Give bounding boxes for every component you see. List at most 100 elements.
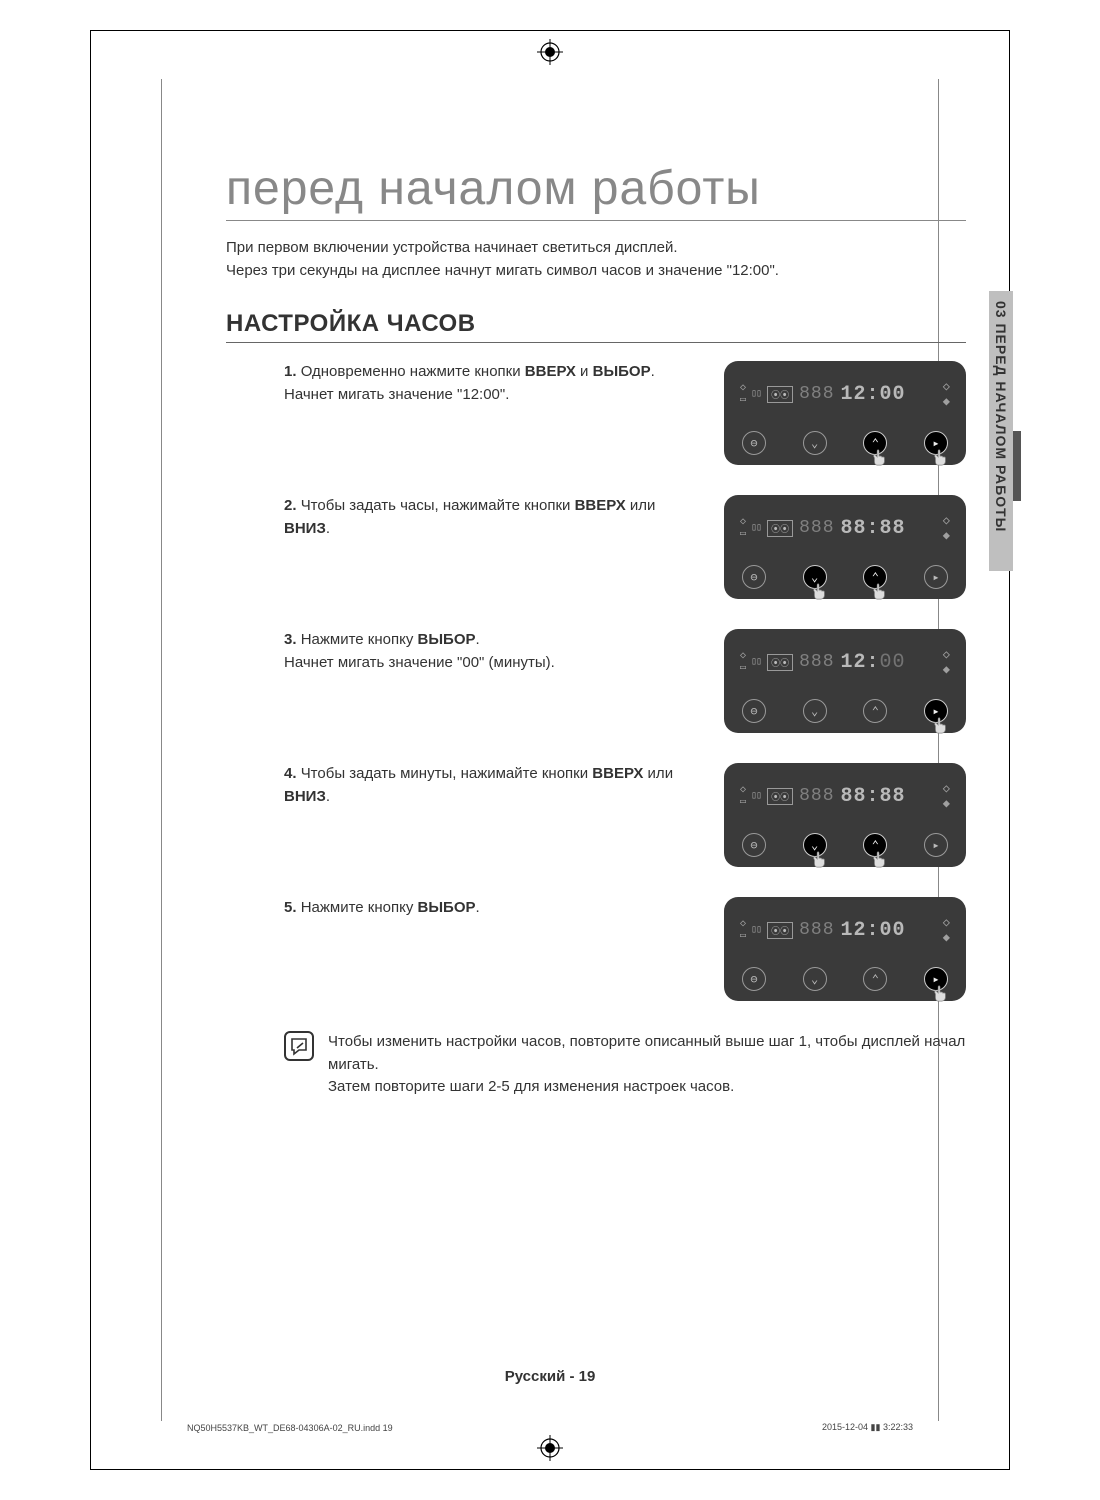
lcd-display: ◇▭▯▯⦿⦿88888:88◇◆	[740, 513, 950, 543]
lcd-mode-box: ⦿⦿	[767, 654, 793, 671]
intro-text: При первом включении устройства начинает…	[226, 237, 966, 282]
panel-button: ⌃	[863, 967, 887, 991]
lcd-display: ◇▭▯▯⦿⦿88812:00◇◆	[740, 915, 950, 945]
hand-pointer-icon	[870, 448, 888, 466]
note-line-2: Затем повторите шаги 2-5 для изменения н…	[328, 1078, 734, 1095]
step-row: 3. Нажмите кнопку ВЫБОР.Начнет мигать зн…	[284, 629, 966, 733]
step-text-fragment: Чтобы задать минуты, нажимайте кнопки	[301, 765, 593, 782]
step-text-fragment: .	[651, 363, 655, 380]
panel-button: ⌃	[863, 431, 887, 455]
steps-list: 1. Одновременно нажмите кнопки ВВЕРХ и В…	[226, 361, 966, 1001]
keyword: ВНИЗ	[284, 788, 326, 805]
lcd-time: 12:00	[841, 919, 906, 942]
control-panel-illustration: ◇▭▯▯⦿⦿88888:88◇◆⊖⌄⌃▸	[724, 763, 966, 867]
lcd-mode-box: ⦿⦿	[767, 386, 793, 403]
panel-button: ⌄	[803, 967, 827, 991]
step-text: 5. Нажмите кнопку ВЫБОР.	[284, 897, 700, 920]
panel-button: ⌄	[803, 699, 827, 723]
step-text: 2. Чтобы задать часы, нажимайте кнопки В…	[284, 495, 700, 540]
step-subtext: Начнет мигать значение "00" (минуты).	[284, 654, 555, 671]
lcd-right-icons: ◇◆	[943, 513, 950, 543]
keyword: ВВЕРХ	[592, 765, 643, 782]
thumb-tab-marker	[1013, 431, 1021, 501]
step-row: 1. Одновременно нажмите кнопки ВВЕРХ и В…	[284, 361, 966, 465]
step-number: 4.	[284, 765, 297, 782]
step-text: 3. Нажмите кнопку ВЫБОР.Начнет мигать зн…	[284, 629, 700, 674]
lcd-mode-icons: ◇▭	[740, 918, 745, 942]
hand-pointer-icon	[931, 984, 949, 1002]
step-subtext: Начнет мигать значение "12:00".	[284, 386, 509, 403]
lcd-time: 88:88	[841, 517, 906, 540]
keyword: ВЫБОР	[593, 363, 651, 380]
intro-line-2: Через три секунды на дисплее начнут мига…	[226, 262, 779, 279]
lcd-time: 12:00	[841, 383, 906, 406]
step-text-fragment: Нажмите кнопку	[301, 899, 418, 916]
lcd-segment: 888	[799, 786, 834, 806]
registration-mark-top	[537, 39, 563, 65]
keyword: ВВЕРХ	[525, 363, 576, 380]
panel-button-row: ⊖ ⌄ ⌃ ▸	[742, 565, 948, 589]
lcd-display: ◇▭▯▯⦿⦿88812:00◇◆	[740, 647, 950, 677]
panel-button-row: ⊖⌄⌃▸	[742, 699, 948, 723]
page-frame: 03 ПЕРЕД НАЧАЛОМ РАБОТЫ перед началом ра…	[90, 30, 1010, 1470]
panel-button: ⌄	[803, 565, 827, 589]
panel-button: ⊖	[742, 565, 766, 589]
lcd-time: 12:00	[841, 651, 906, 674]
control-panel-illustration: ◇▭▯▯⦿⦿88812:00◇◆⊖⌄⌃▸	[724, 897, 966, 1001]
note-icon	[284, 1031, 314, 1061]
panel-button: ⌄	[803, 431, 827, 455]
step-row: 5. Нажмите кнопку ВЫБОР.◇▭▯▯⦿⦿88812:00◇◆…	[284, 897, 966, 1001]
footer-timestamp: 2015-12-04 ▮▮ 3:22:33	[822, 1422, 913, 1433]
hand-pointer-icon	[810, 850, 828, 868]
panel-button: ⌃	[863, 833, 887, 857]
page-title: перед началом работы	[226, 161, 966, 221]
registration-mark-bottom	[537, 1435, 563, 1461]
lcd-mode-icons: ▯▯	[751, 790, 761, 802]
section-heading: НАСТРОЙКА ЧАСОВ	[226, 310, 966, 338]
step-text-fragment: .	[326, 520, 330, 537]
lcd-mode-icons: ◇▭	[740, 516, 745, 540]
lcd-mode-icons: ▯▯	[751, 388, 761, 400]
hand-pointer-icon	[931, 716, 949, 734]
panel-button: ⊖	[742, 431, 766, 455]
step-text-fragment: или	[643, 765, 673, 782]
step-text-fragment: или	[626, 497, 656, 514]
lcd-segment: 888	[799, 518, 834, 538]
step-text-fragment: и	[576, 363, 593, 380]
lcd-mode-box: ⦿⦿	[767, 922, 793, 939]
hand-pointer-icon	[810, 582, 828, 600]
panel-button: ⌃	[863, 565, 887, 589]
side-chapter-label: 03 ПЕРЕД НАЧАЛОМ РАБОТЫ	[989, 301, 1009, 532]
step-number: 5.	[284, 899, 297, 916]
step-text-fragment: .	[476, 899, 480, 916]
lcd-display: ◇▭▯▯⦿⦿88888:88◇◆	[740, 781, 950, 811]
panel-button: ⌃	[863, 699, 887, 723]
panel-button: ▸	[924, 967, 948, 991]
content-area: перед началом работы При первом включени…	[226, 161, 966, 1099]
step-number: 3.	[284, 631, 297, 648]
lcd-segment: 888	[799, 384, 834, 404]
control-panel-illustration: ◇▭▯▯⦿⦿88888:88◇◆⊖⌄⌃▸	[724, 495, 966, 599]
panel-button: ⌄	[803, 833, 827, 857]
lcd-right-icons: ◇◆	[943, 915, 950, 945]
footer-filename: NQ50H5537KB_WT_DE68-04306A-02_RU.indd 19	[187, 1423, 393, 1433]
note-block: Чтобы изменить настройки часов, повторит…	[226, 1031, 966, 1099]
lcd-right-icons: ◇◆	[943, 379, 950, 409]
step-row: 4. Чтобы задать минуты, нажимайте кнопки…	[284, 763, 966, 867]
step-text-fragment: .	[476, 631, 480, 648]
lcd-mode-icons: ▯▯	[751, 522, 761, 534]
lcd-display: ◇▭ ▯▯ ⦿⦿ 888 12:00 ◇◆	[740, 379, 950, 409]
lcd-mode-icons: ◇▭	[740, 382, 745, 406]
panel-button: ⊖	[742, 833, 766, 857]
page-number: Русский - 19	[91, 1368, 1009, 1385]
hand-pointer-icon	[931, 448, 949, 466]
panel-button: ▸	[924, 565, 948, 589]
step-row: 2. Чтобы задать часы, нажимайте кнопки В…	[284, 495, 966, 599]
step-number: 2.	[284, 497, 297, 514]
keyword: ВЫБОР	[418, 631, 476, 648]
lcd-mode-icons: ▯▯	[751, 656, 761, 668]
lcd-mode-icons: ◇▭	[740, 784, 745, 808]
keyword: ВНИЗ	[284, 520, 326, 537]
control-panel-illustration: ◇▭▯▯⦿⦿88812:00◇◆⊖⌄⌃▸	[724, 361, 966, 465]
panel-button-row: ⊖⌄⌃▸	[742, 833, 948, 857]
